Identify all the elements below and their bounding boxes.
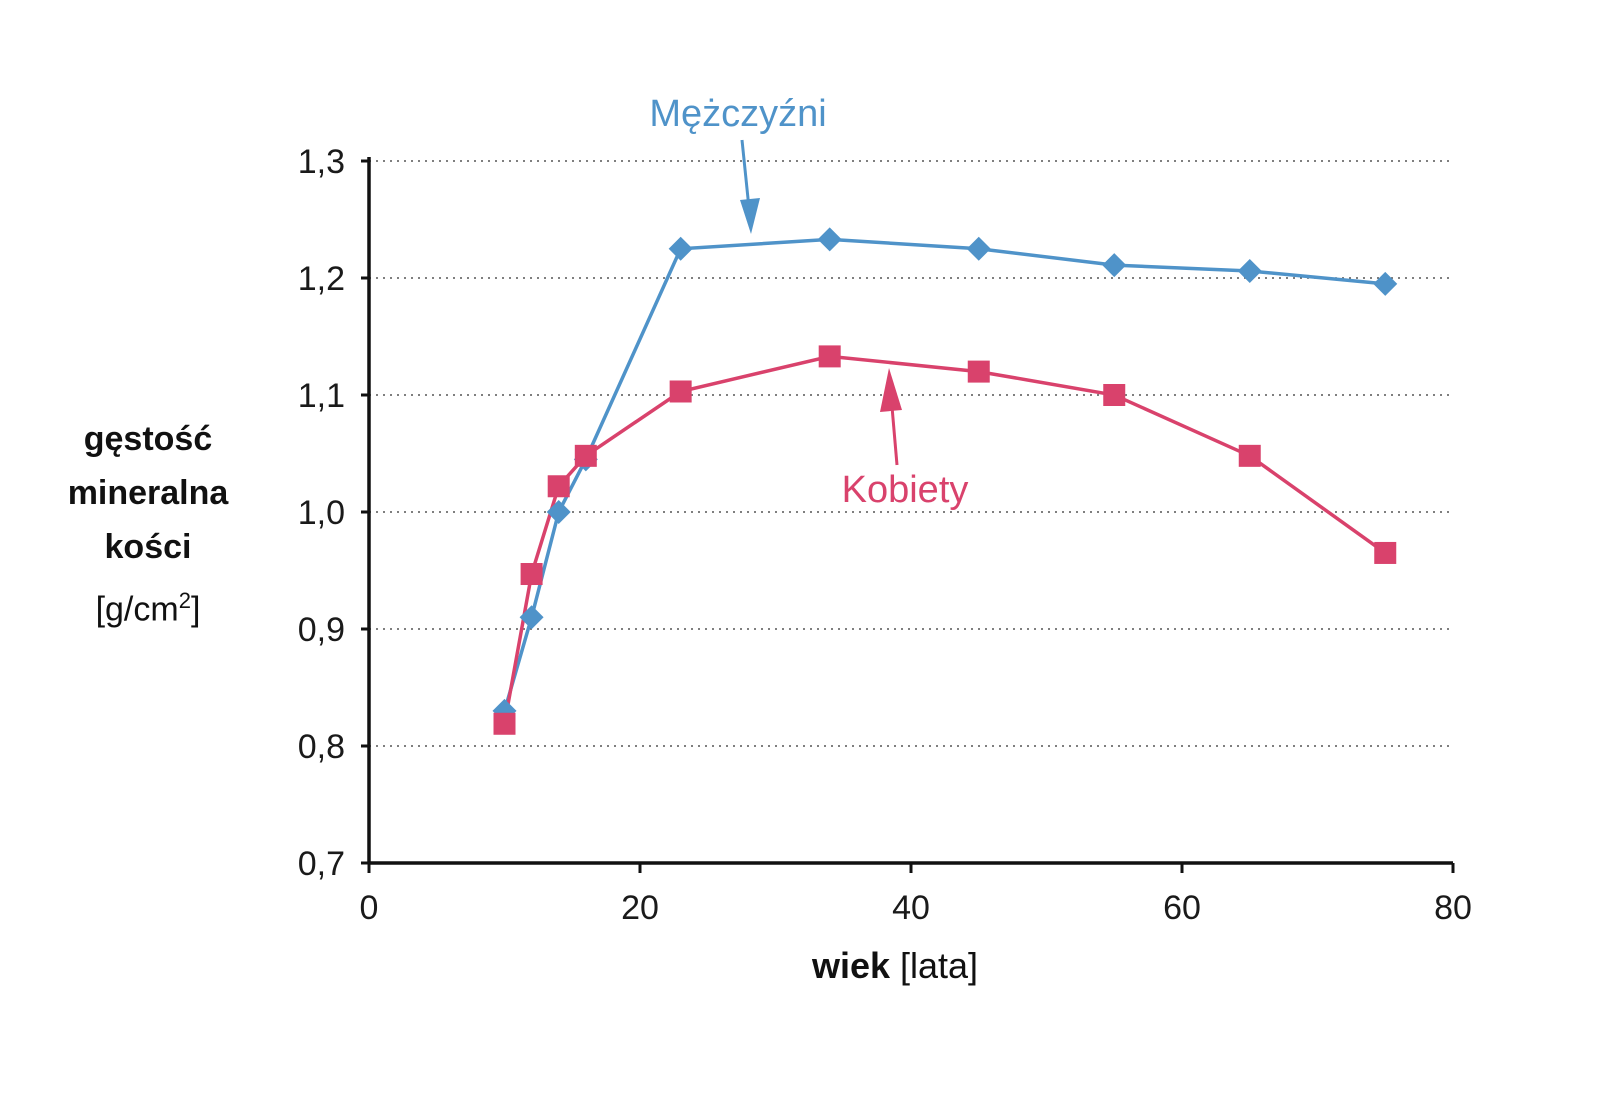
y-tick-label: 1,3 (298, 143, 345, 181)
data-point-square (493, 712, 516, 735)
x-tick-label: 0 (360, 889, 379, 927)
y-tick-label: 0,8 (298, 728, 345, 766)
arrowhead-kobiety (880, 368, 902, 412)
data-point-diamond (668, 236, 693, 261)
data-point-square (1238, 444, 1261, 467)
y-label-line: gęstość (83, 420, 213, 458)
x-label-bold: wiek (811, 945, 890, 986)
y-axis-label: gęstość mineralna kości [g/cm2] (40, 412, 256, 636)
y-tick-label: 1,2 (298, 260, 345, 298)
data-point-diamond (817, 227, 842, 252)
x-tick-label: 80 (1434, 889, 1472, 927)
data-point-diamond (1373, 271, 1398, 296)
data-point-square (547, 475, 570, 498)
y-tick-label: 1,1 (298, 377, 345, 415)
x-axis-label: wiek [lata] (700, 945, 1090, 987)
x-tick-label: 20 (621, 889, 659, 927)
x-tick-label: 60 (1163, 889, 1201, 927)
data-point-square (1374, 541, 1397, 564)
y-tick-label: 0,9 (298, 611, 345, 649)
data-point-square (669, 380, 692, 403)
data-point-diamond (519, 605, 544, 630)
data-point-square (520, 563, 543, 586)
x-label-unit: [lata] (900, 945, 979, 986)
y-label-unit-sup: 2 (178, 588, 191, 613)
y-tick-label: 0,7 (298, 845, 345, 883)
series-label-kobiety: Kobiety (842, 469, 969, 511)
y-label-line: kości (104, 528, 192, 566)
arrowhead-mezczyzni (740, 198, 760, 234)
data-point-diamond (966, 236, 991, 261)
series-line-kobiety (502, 354, 1387, 725)
x-tick-label: 40 (892, 889, 930, 927)
y-tick-label: 1,0 (298, 494, 345, 532)
y-label-unit-end: ] (190, 590, 201, 629)
data-point-diamond (1237, 258, 1262, 283)
y-label-line: mineralna (67, 474, 229, 512)
data-point-diamond (1102, 253, 1127, 278)
data-point-diamond (546, 500, 571, 524)
data-point-square (967, 360, 990, 383)
series-label-mezczyzni: Mężczyźni (649, 93, 826, 135)
data-point-square (818, 345, 841, 368)
data-point-square (1103, 384, 1126, 406)
y-label-unit: [g/cm (95, 590, 179, 629)
data-point-square (574, 444, 597, 467)
series-line-mezczyzni (502, 237, 1386, 712)
